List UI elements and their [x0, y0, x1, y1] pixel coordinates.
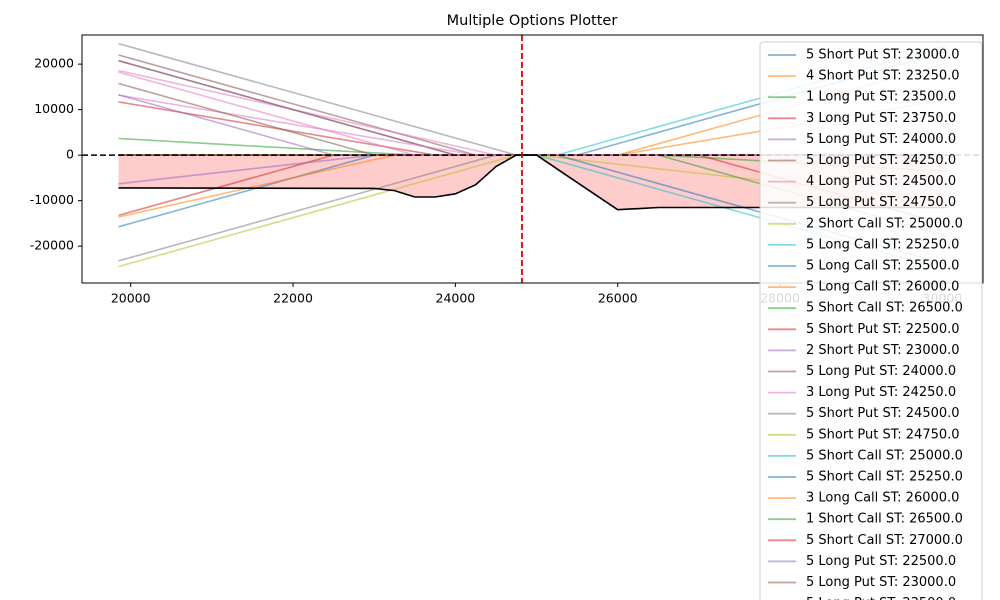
legend-label: 5 Short Put ST: 23000.0 [806, 48, 960, 63]
y-tick-label: 0 [66, 147, 74, 162]
chart-title: Multiple Options Plotter [447, 13, 618, 29]
y-tick-label: 20000 [34, 56, 74, 71]
legend-label: 5 Long Put ST: 24750.0 [806, 195, 956, 210]
legend-label: 4 Long Put ST: 24500.0 [806, 174, 956, 189]
legend: 5 Short Put ST: 23000.0 4 Short Put ST: 2… [759, 41, 983, 600]
y-tick-label: 10000 [34, 101, 74, 116]
axes-frame [81, 34, 984, 284]
legend-label: 5 Long Call ST: 25250.0 [806, 237, 959, 252]
legend-label: 5 Long Put ST: 23500.0 [806, 596, 956, 600]
legend-label: 5 Short Put ST: 22500.0 [806, 322, 960, 337]
legend-label: 5 Short Call ST: 26500.0 [806, 301, 963, 316]
legend-label: 4 Short Put ST: 23250.0 [806, 69, 960, 84]
legend-label: 5 Short Put ST: 24750.0 [806, 427, 960, 442]
legend-label: 5 Short Call ST: 25000.0 [806, 448, 963, 463]
legend-box [759, 41, 983, 600]
legend-label: 1 Short Call ST: 26500.0 [806, 512, 963, 527]
x-tick-label: 22000 [273, 291, 313, 306]
legend-label: 5 Short Call ST: 27000.0 [806, 533, 963, 548]
legend-label: 5 Short Call ST: 25250.0 [806, 470, 963, 485]
legend-label: 3 Long Put ST: 24250.0 [806, 385, 956, 400]
legend-label: 5 Long Put ST: 24250.0 [806, 153, 956, 168]
x-tick-label: 26000 [598, 291, 638, 306]
legend-label: 5 Short Put ST: 24500.0 [806, 406, 960, 421]
legend-label: 5 Long Put ST: 24000.0 [806, 132, 956, 147]
legend-label: 5 Long Put ST: 22500.0 [806, 554, 956, 569]
legend-label: 1 Long Put ST: 23500.0 [806, 90, 956, 105]
x-tick-label: 24000 [436, 291, 476, 306]
legend-label: 3 Long Put ST: 23750.0 [806, 111, 956, 126]
legend-label: 5 Long Put ST: 24000.0 [806, 364, 956, 379]
legend-label: 2 Short Call ST: 25000.0 [806, 216, 963, 231]
legend-label: 5 Long Call ST: 26000.0 [806, 280, 959, 295]
legend-label: 5 Long Call ST: 25500.0 [806, 259, 959, 274]
legend-label: 3 Long Call ST: 26000.0 [806, 491, 959, 506]
x-tick-label: 20000 [111, 291, 151, 306]
y-tick-label: -20000 [30, 238, 74, 253]
legend-label: 2 Short Put ST: 23000.0 [806, 343, 960, 358]
y-tick-label: -10000 [30, 192, 74, 207]
legend-label: 5 Long Put ST: 23000.0 [806, 575, 956, 590]
